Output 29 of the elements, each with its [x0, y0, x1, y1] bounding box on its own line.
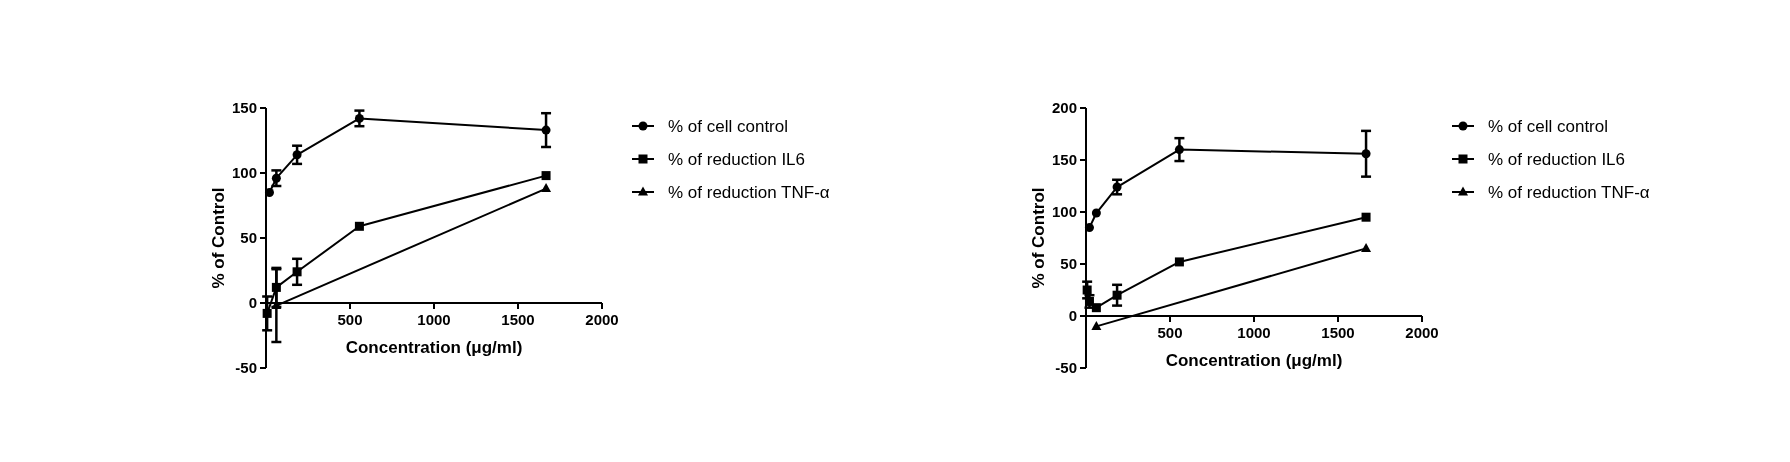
x-tick-label: 1000 — [417, 311, 451, 328]
y-tick-label: 0 — [248, 294, 257, 312]
x-axis-title: Concentration (μg/ml) — [345, 338, 523, 357]
y-tick-label: 0 — [1068, 307, 1077, 325]
x-tick-label: 1500 — [1321, 324, 1355, 341]
y-tick-label: 150 — [231, 99, 257, 117]
legend-label: % of reduction IL6 — [1488, 149, 1626, 169]
y-axis-title: % of Control — [209, 187, 228, 289]
x-tick-label: 2000 — [1405, 324, 1439, 341]
y-tick-label: 50 — [1060, 255, 1077, 273]
y-tick-label: 50 — [240, 229, 257, 247]
y-tick-label: 150 — [1051, 151, 1077, 169]
x-tick-label: 500 — [337, 311, 363, 328]
legend-label: % of reduction TNF-α — [668, 182, 830, 202]
x-tick-label: 1000 — [1237, 324, 1271, 341]
legend-label: % of cell control — [1488, 116, 1608, 136]
x-tick-label: 500 — [1157, 324, 1183, 341]
x-tick-label: 1500 — [501, 311, 535, 328]
y-tick-label: -50 — [235, 359, 257, 377]
legend-label: % of cell control — [668, 116, 788, 136]
x-tick-label: 2000 — [585, 311, 619, 328]
x-axis-title: Concentration (μg/ml) — [1165, 351, 1343, 370]
y-tick-label: 200 — [1051, 99, 1077, 117]
legend-label: % of reduction IL6 — [668, 149, 806, 169]
y-axis-title: % of Control — [1029, 187, 1048, 289]
legend-label: % of reduction TNF-α — [1488, 182, 1650, 202]
y-tick-label: 100 — [231, 164, 257, 182]
y-tick-label: 100 — [1051, 203, 1077, 221]
y-tick-label: -50 — [1055, 359, 1077, 377]
